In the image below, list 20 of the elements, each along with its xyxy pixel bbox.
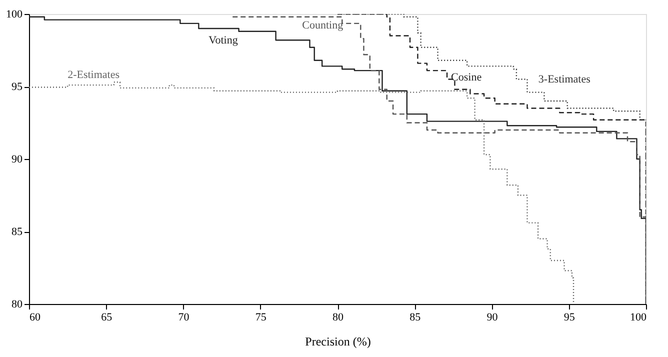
series-label: 3-Estimates [538, 73, 590, 86]
y-tick-label: 80 [12, 298, 23, 310]
x-tick-label: 65 [101, 312, 113, 324]
x-tick-label: 60 [30, 312, 41, 324]
x-tick-label: 75 [255, 312, 267, 324]
x-tick-label: 70 [178, 312, 190, 324]
x-tick-label: 85 [410, 312, 422, 324]
series-label: 2-Estimates [68, 69, 120, 82]
y-tick-label: 85 [12, 226, 23, 238]
x-tick-label: 95 [564, 312, 576, 324]
series-label: Voting [208, 34, 238, 46]
x-axis-title: Precision (%) [305, 334, 371, 348]
x-tick-label: 90 [486, 312, 498, 324]
series-label: Counting [302, 19, 344, 32]
y-tick-label: 90 [12, 154, 23, 166]
y-tick-label: 100 [6, 8, 23, 20]
x-tick-label: 80 [332, 312, 344, 324]
x-tick-label: 100 [630, 312, 647, 324]
y-tick-label: 95 [12, 81, 23, 93]
series-label: Cosine [451, 71, 482, 84]
